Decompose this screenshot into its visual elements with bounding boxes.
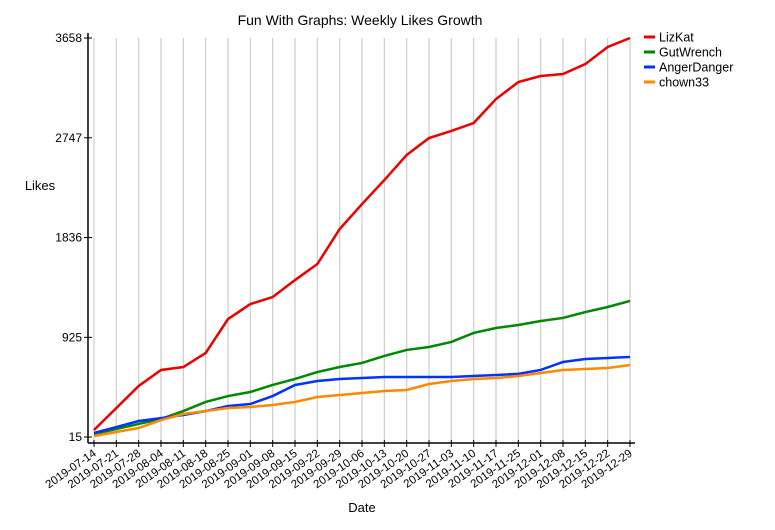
y-tick-label: 15 [69,430,83,444]
chart-title: Fun With Graphs: Weekly Likes Growth [238,12,483,28]
legend-label: GutWrench [659,46,722,60]
y-tick-label: 2747 [55,131,82,145]
y-tick-label: 3658 [55,31,82,45]
legend-label: chown33 [659,76,709,90]
y-tick-label: 925 [62,330,82,344]
y-tick-label: 1836 [55,231,82,245]
y-axis-label: Likes [25,178,56,193]
series-line-chown33 [93,363,631,438]
legend-label: AngerDanger [659,61,733,75]
series-line-LizKat [93,36,631,431]
legend-label: LizKat [659,31,694,45]
series-line-GutWrench [93,299,631,436]
x-axis-label: Date [348,500,375,515]
